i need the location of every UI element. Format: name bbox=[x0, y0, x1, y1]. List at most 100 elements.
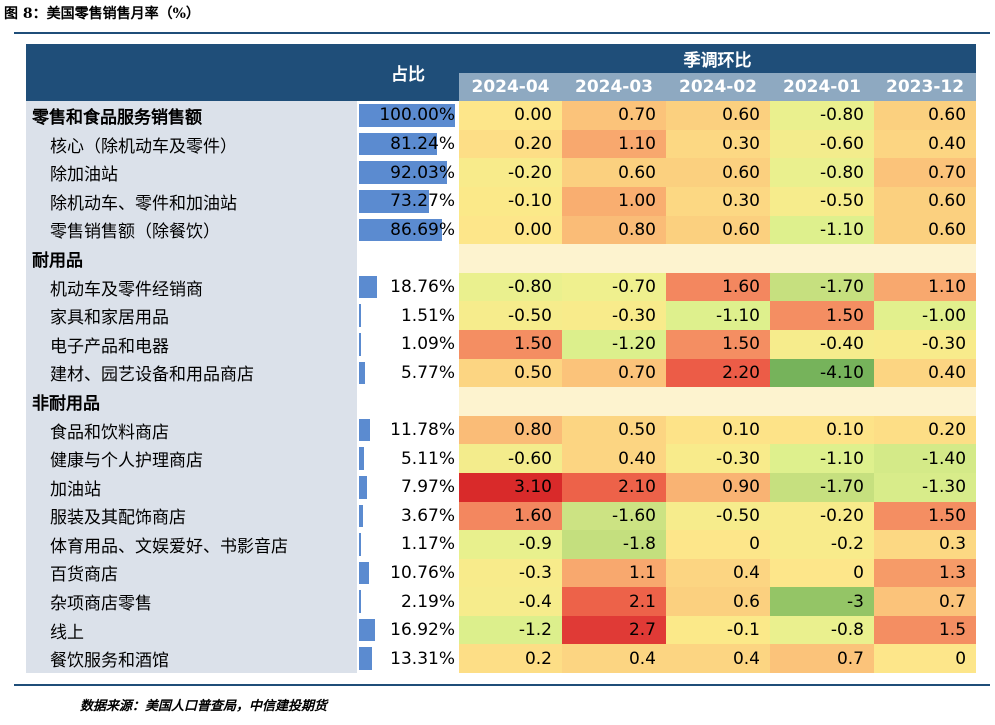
row-label: 服装及其配饰商店 bbox=[26, 501, 357, 531]
header-month: 2024-01 bbox=[770, 72, 874, 102]
share-bar bbox=[359, 218, 443, 242]
section-blank-share bbox=[357, 244, 459, 273]
value-cell: 0.3 bbox=[874, 530, 977, 559]
value-cell: 0.30 bbox=[666, 186, 770, 216]
header-group: 季调环比 bbox=[459, 44, 977, 73]
header-month: 2024-03 bbox=[562, 72, 666, 102]
value-cell: 0 bbox=[874, 644, 977, 674]
share-cell: 18.76% bbox=[357, 272, 459, 302]
value-cell: -1.2 bbox=[459, 615, 562, 645]
value-cell: -0.10 bbox=[459, 186, 562, 216]
value-cell: 1.1 bbox=[562, 558, 666, 588]
table-row: 家具和家居用品 1.51% -0.50 -0.30 -1.10 1.50 -1.00 bbox=[26, 301, 977, 330]
value-cell: -1.60 bbox=[562, 501, 666, 531]
value-cell: 1.50 bbox=[770, 301, 874, 330]
row-label: 加油站 bbox=[26, 472, 357, 502]
value-cell: -3 bbox=[770, 587, 874, 616]
table-row: 杂项商店零售 2.19% -0.4 2.1 0.6 -3 0.7 bbox=[26, 587, 977, 616]
value-cell: 0.70 bbox=[562, 101, 666, 130]
value-cell: 0.60 bbox=[874, 101, 977, 130]
value-cell: -0.9 bbox=[459, 530, 562, 559]
value-cell: -0.60 bbox=[770, 129, 874, 159]
share-value: 13.31% bbox=[390, 648, 455, 669]
table-row: 机动车及零件经销商 18.76% -0.80 -0.70 1.60 -1.70 1.10 bbox=[26, 272, 977, 302]
value-cell: 0.10 bbox=[770, 415, 874, 445]
value-cell: 0.20 bbox=[459, 129, 562, 159]
value-cell: -1.30 bbox=[874, 472, 977, 502]
share-value: 100.00% bbox=[379, 105, 455, 126]
share-cell: 11.78% bbox=[357, 415, 459, 445]
share-cell: 73.27% bbox=[357, 186, 459, 216]
share-value: 86.69% bbox=[390, 219, 455, 240]
value-cell: -4.10 bbox=[770, 358, 874, 388]
share-bar bbox=[359, 618, 376, 642]
share-value: 81.24% bbox=[390, 134, 455, 155]
share-value: 11.78% bbox=[390, 420, 455, 441]
value-cell: 1.3 bbox=[874, 558, 977, 588]
value-cell: -0.3 bbox=[459, 558, 562, 588]
value-cell: 0.40 bbox=[874, 129, 977, 159]
value-cell: 1.50 bbox=[459, 329, 562, 359]
share-bar bbox=[359, 275, 377, 299]
share-bar bbox=[359, 504, 363, 528]
share-bar bbox=[359, 447, 364, 470]
table-row: 除加油站 92.03% -0.20 0.60 0.60 -0.80 0.70 bbox=[26, 158, 977, 187]
share-bar bbox=[359, 332, 361, 356]
value-cell: -0.50 bbox=[459, 301, 562, 330]
value-cell: 0.40 bbox=[562, 444, 666, 473]
value-cell: 1.50 bbox=[666, 329, 770, 359]
row-label: 食品和饮料商店 bbox=[26, 415, 357, 445]
value-cell: -0.8 bbox=[770, 615, 874, 645]
header-month: 2023-12 bbox=[874, 72, 977, 102]
value-cell: -1.40 bbox=[874, 444, 977, 473]
value-cell: 0.60 bbox=[666, 215, 770, 245]
table-row: 核心（除机动车及零件） 81.24% 0.20 1.10 0.30 -0.60 0.40 bbox=[26, 129, 977, 159]
row-label: 电子产品和电器 bbox=[26, 329, 357, 359]
table-row: 零售销售额（除餐饮） 86.69% 0.00 0.80 0.60 -1.10 0.60 bbox=[26, 215, 977, 245]
value-cell: 3.10 bbox=[459, 472, 562, 502]
share-bar bbox=[359, 647, 372, 671]
value-cell: 0.80 bbox=[562, 215, 666, 245]
row-label: 除机动车、零件和加油站 bbox=[26, 186, 357, 216]
share-value: 1.09% bbox=[400, 334, 455, 355]
value-cell: 0.30 bbox=[666, 129, 770, 159]
row-label: 零售销售额（除餐饮） bbox=[26, 215, 357, 245]
value-cell: -0.50 bbox=[666, 501, 770, 531]
value-cell: 0.80 bbox=[459, 415, 562, 445]
table-row: 线上 16.92% -1.2 2.7 -0.1 -0.8 1.5 bbox=[26, 615, 977, 645]
share-cell: 13.31% bbox=[357, 644, 459, 674]
table-row: 零售和食品服务销售额 100.00% 0.00 0.70 0.60 -0.80 0.60 bbox=[26, 101, 977, 130]
value-cell: 0.20 bbox=[874, 415, 977, 445]
value-cell: 1.00 bbox=[562, 186, 666, 216]
share-bar bbox=[359, 590, 362, 613]
share-bar bbox=[359, 304, 361, 327]
table-row: 电子产品和电器 1.09% 1.50 -1.20 1.50 -0.40 -0.30 bbox=[26, 329, 977, 359]
retail-sales-table: 占比 季调环比 2024-04 2024-03 2024-02 2024-01 … bbox=[26, 44, 977, 674]
share-cell: 16.92% bbox=[357, 615, 459, 645]
share-value: 73.27% bbox=[390, 191, 455, 212]
share-cell: 1.51% bbox=[357, 301, 459, 330]
value-cell: -1.10 bbox=[770, 215, 874, 245]
table-row: 服装及其配饰商店 3.67% 1.60 -1.60 -0.50 -0.20 1.50 bbox=[26, 501, 977, 531]
table-row: 除机动车、零件和加油站 73.27% -0.10 1.00 0.30 -0.50 0.60 bbox=[26, 186, 977, 216]
value-cell: 1.5 bbox=[874, 615, 977, 645]
value-cell: 0.00 bbox=[459, 101, 562, 130]
share-cell: 81.24% bbox=[357, 129, 459, 159]
table-row: 建材、园艺设备和用品商店 5.77% 0.50 0.70 2.20 -4.10 0.40 bbox=[26, 358, 977, 388]
share-bar bbox=[359, 361, 365, 385]
value-cell: 0 bbox=[770, 558, 874, 588]
share-value: 2.19% bbox=[400, 591, 455, 612]
share-bar bbox=[359, 418, 371, 442]
share-value: 5.11% bbox=[400, 448, 455, 469]
row-label: 百货商店 bbox=[26, 558, 357, 588]
row-label: 家具和家居用品 bbox=[26, 301, 357, 330]
value-cell: 1.10 bbox=[562, 129, 666, 159]
value-cell: 0.70 bbox=[874, 158, 977, 187]
value-cell: 0.4 bbox=[562, 644, 666, 674]
header-corner bbox=[26, 44, 357, 102]
share-value: 16.92% bbox=[390, 620, 455, 641]
top-rule bbox=[14, 32, 990, 34]
row-label: 线上 bbox=[26, 615, 357, 645]
value-cell: 0.60 bbox=[666, 158, 770, 187]
table-row: 食品和饮料商店 11.78% 0.80 0.50 0.10 0.10 0.20 bbox=[26, 415, 977, 445]
